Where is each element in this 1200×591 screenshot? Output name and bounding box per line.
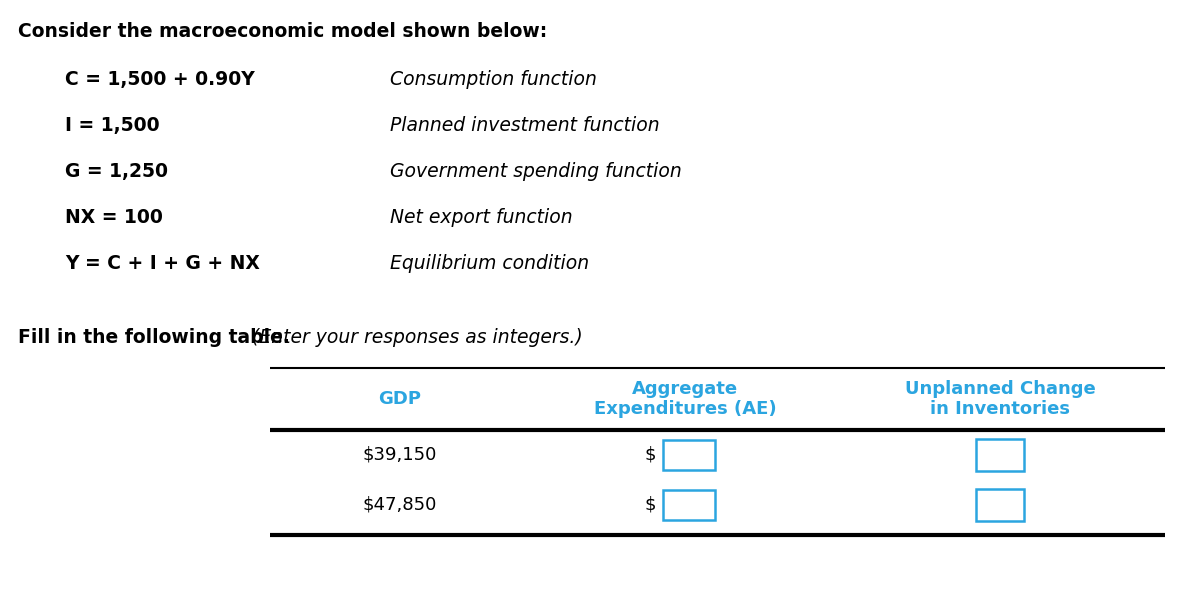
Text: Net export function: Net export function (390, 208, 572, 227)
Text: I = 1,500: I = 1,500 (65, 116, 160, 135)
Text: $47,850: $47,850 (362, 496, 437, 514)
Text: Equilibrium condition: Equilibrium condition (390, 254, 589, 273)
Text: Fill in the following table.: Fill in the following table. (18, 328, 290, 347)
Text: Government spending function: Government spending function (390, 162, 682, 181)
Text: Expenditures (AE): Expenditures (AE) (594, 400, 776, 418)
Text: NX = 100: NX = 100 (65, 208, 163, 227)
Text: G = 1,250: G = 1,250 (65, 162, 168, 181)
Text: $: $ (644, 496, 655, 514)
Text: $: $ (644, 446, 655, 464)
Text: GDP: GDP (378, 390, 421, 408)
Text: Unplanned Change: Unplanned Change (905, 380, 1096, 398)
Text: $39,150: $39,150 (362, 446, 437, 464)
Bar (976, 489, 1024, 521)
Text: Y = C + I + G + NX: Y = C + I + G + NX (65, 254, 260, 273)
Bar (976, 439, 1024, 471)
Text: Aggregate: Aggregate (632, 380, 738, 398)
Text: Consumption function: Consumption function (390, 70, 596, 89)
Text: in Inventories: in Inventories (930, 400, 1070, 418)
Text: Consider the macroeconomic model shown below:: Consider the macroeconomic model shown b… (18, 22, 547, 41)
Text: Planned investment function: Planned investment function (390, 116, 660, 135)
Text: (Enter your responses as integers.): (Enter your responses as integers.) (246, 328, 583, 347)
Text: C = 1,500 + 0.90Y: C = 1,500 + 0.90Y (65, 70, 254, 89)
Bar (662, 440, 715, 470)
Bar (662, 490, 715, 520)
